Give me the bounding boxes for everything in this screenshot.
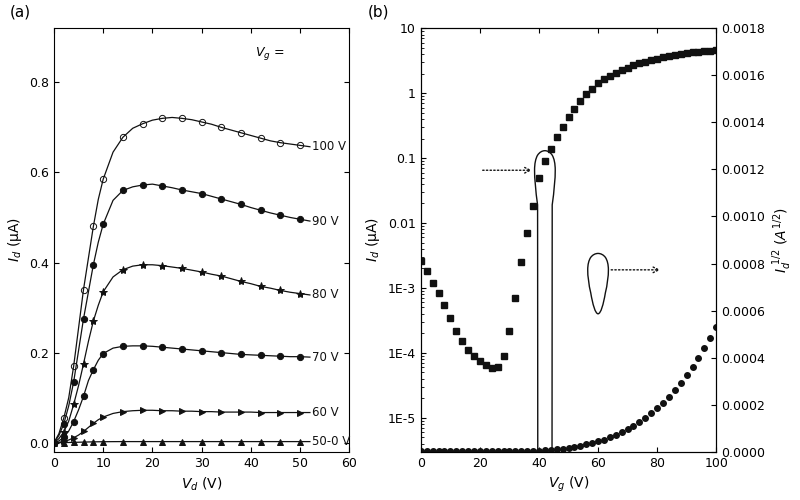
Text: (a): (a) <box>10 5 30 20</box>
Text: 90 V: 90 V <box>312 216 339 228</box>
Text: 100 V: 100 V <box>312 140 346 153</box>
Y-axis label: $I_d^{\ 1/2}$ ($A^{1/2}$): $I_d^{\ 1/2}$ ($A^{1/2}$) <box>770 207 794 273</box>
Text: 80 V: 80 V <box>312 288 339 302</box>
Text: 60 V: 60 V <box>312 406 339 419</box>
Y-axis label: $I_d$ (μA): $I_d$ (μA) <box>364 218 382 262</box>
Text: 70 V: 70 V <box>312 350 339 364</box>
X-axis label: $V_g$ (V): $V_g$ (V) <box>548 475 590 494</box>
Text: 50-0 V: 50-0 V <box>312 436 350 448</box>
X-axis label: $V_d$ (V): $V_d$ (V) <box>181 475 222 492</box>
Y-axis label: $I_d$ (μA): $I_d$ (μA) <box>6 218 23 262</box>
Text: $V_g$ =: $V_g$ = <box>255 45 285 62</box>
Text: (b): (b) <box>368 5 389 20</box>
